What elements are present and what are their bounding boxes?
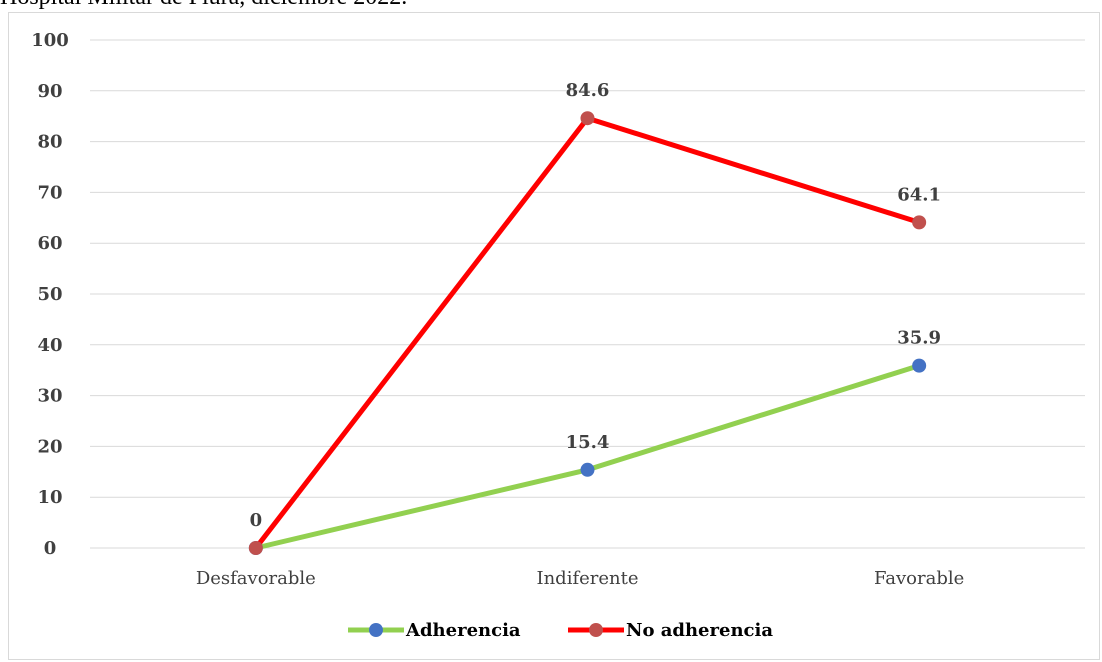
- data-label-no-adherencia: 84.6: [566, 80, 610, 101]
- y-tick-label: 60: [37, 233, 62, 254]
- marker-no-adherencia: [912, 215, 927, 230]
- y-axis-ticks: 0 10 20 30 40 50 60 70 80 90 100: [31, 30, 69, 559]
- legend-marker-adherencia: [369, 623, 383, 637]
- y-tick-label: 10: [37, 487, 62, 508]
- y-tick-label: 80: [37, 132, 62, 153]
- series-lines: [253, 115, 922, 551]
- series-line-adherencia: [253, 363, 922, 551]
- marker-adherencia: [580, 462, 595, 477]
- y-tick-label: 20: [37, 436, 62, 457]
- y-tick-label: 40: [37, 335, 62, 356]
- y-tick-label: 0: [44, 538, 57, 559]
- legend: Adherencia No adherencia: [348, 620, 773, 641]
- y-tick-label: 30: [37, 386, 62, 407]
- legend-label-no-adherencia: No adherencia: [626, 620, 773, 641]
- figure-caption: Hospital Militar de Piura, diciembre 202…: [0, 0, 1102, 14]
- data-labels: 15.4 35.9 0 84.6 64.1: [250, 80, 942, 531]
- gridlines: [90, 39, 1085, 549]
- data-label-no-adherencia: 64.1: [897, 184, 941, 205]
- x-category-label: Favorable: [874, 568, 964, 589]
- x-category-label: Indiferente: [536, 568, 638, 589]
- marker-adherencia: [912, 358, 927, 373]
- y-tick-label: 70: [37, 182, 62, 203]
- y-tick-label: 50: [37, 284, 62, 305]
- legend-item-adherencia: Adherencia: [348, 620, 521, 641]
- marker-no-adherencia: [248, 541, 263, 555]
- x-axis-categories: Desfavorable Indiferente Favorable: [196, 568, 964, 589]
- y-tick-label: 100: [31, 30, 69, 51]
- legend-item-no-adherencia: No adherencia: [568, 620, 773, 641]
- series-line-no-adherencia: [253, 115, 922, 551]
- chart-frame: [8, 12, 1100, 660]
- data-label-adherencia: 15.4: [566, 432, 610, 453]
- data-label-adherencia: 35.9: [897, 328, 941, 349]
- series-markers: [248, 111, 927, 555]
- marker-no-adherencia: [580, 111, 595, 126]
- legend-marker-no-adherencia: [589, 623, 603, 637]
- legend-label-adherencia: Adherencia: [405, 620, 521, 641]
- y-tick-label: 90: [37, 81, 62, 102]
- data-label-no-adherencia: 0: [250, 510, 263, 531]
- x-category-label: Desfavorable: [196, 568, 316, 589]
